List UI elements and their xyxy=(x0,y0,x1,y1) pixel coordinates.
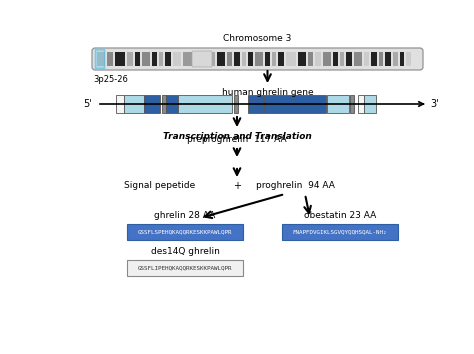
Text: FNAPFDVGIKLSGVQYQQHSQAL-NH₂: FNAPFDVGIKLSGVQYQQHSQAL-NH₂ xyxy=(293,229,387,234)
Bar xyxy=(379,52,383,66)
Bar xyxy=(166,95,178,113)
Bar xyxy=(364,52,369,66)
Bar xyxy=(234,95,238,113)
Text: obestatin 23 AA: obestatin 23 AA xyxy=(304,211,376,220)
FancyBboxPatch shape xyxy=(92,48,423,70)
Bar xyxy=(159,52,163,66)
Text: Signal pepetide: Signal pepetide xyxy=(124,182,196,190)
Bar xyxy=(115,52,125,66)
Bar xyxy=(354,52,362,66)
Bar xyxy=(364,95,376,113)
Text: +: + xyxy=(233,181,241,191)
Bar xyxy=(162,95,166,113)
Bar xyxy=(127,52,133,66)
Bar xyxy=(183,52,195,66)
Text: 3': 3' xyxy=(430,99,438,109)
Bar xyxy=(135,52,140,66)
Text: 5': 5' xyxy=(83,99,92,109)
Bar xyxy=(298,52,306,66)
Bar xyxy=(127,260,243,276)
Bar xyxy=(178,95,232,113)
Bar xyxy=(234,52,240,66)
Bar xyxy=(242,52,246,66)
Bar xyxy=(248,52,253,66)
Bar xyxy=(152,52,157,66)
Bar xyxy=(116,95,124,113)
Text: GSSFLSPEHQKAQQRKESKKPAWLQPR: GSSFLSPEHQKAQQRKESKKPAWLQPR xyxy=(138,229,232,234)
Bar xyxy=(323,52,331,66)
Bar xyxy=(144,95,160,113)
Bar xyxy=(142,52,150,66)
Bar xyxy=(286,52,296,66)
Text: des14Q ghrelin: des14Q ghrelin xyxy=(151,247,219,256)
Bar xyxy=(124,95,144,113)
Bar xyxy=(265,52,270,66)
Bar xyxy=(107,52,113,66)
Bar xyxy=(282,224,398,240)
Bar xyxy=(217,52,225,66)
Bar xyxy=(264,95,326,113)
Text: ghrelin 28 AA: ghrelin 28 AA xyxy=(155,211,216,220)
Bar xyxy=(358,95,364,113)
Bar xyxy=(406,52,411,66)
Bar xyxy=(173,52,181,66)
Bar xyxy=(308,52,313,66)
Bar xyxy=(400,52,404,66)
Bar xyxy=(227,52,232,66)
Bar xyxy=(393,52,398,66)
FancyBboxPatch shape xyxy=(192,51,212,67)
Bar xyxy=(97,52,105,66)
Bar xyxy=(371,52,377,66)
Bar xyxy=(350,95,354,113)
Bar xyxy=(209,52,215,66)
Text: proghrelin  94 AA: proghrelin 94 AA xyxy=(255,182,335,190)
Text: Chromosome 3: Chromosome 3 xyxy=(223,34,292,43)
Bar xyxy=(385,52,391,66)
FancyBboxPatch shape xyxy=(95,50,104,69)
Text: 3p25-26: 3p25-26 xyxy=(93,75,128,84)
Bar xyxy=(272,52,276,66)
Bar xyxy=(346,52,352,66)
Bar xyxy=(340,52,344,66)
Text: Transcription and Translation: Transcription and Translation xyxy=(163,132,311,141)
Bar xyxy=(278,52,284,66)
Text: preproghrelin  117 AA: preproghrelin 117 AA xyxy=(187,135,287,144)
Bar xyxy=(255,52,263,66)
Text: human ghrelin gene: human ghrelin gene xyxy=(222,88,313,97)
Bar xyxy=(127,224,243,240)
Bar xyxy=(248,95,264,113)
Bar xyxy=(197,52,207,66)
Bar xyxy=(165,52,171,66)
Text: GSSFLIPEHQKAQQRKESKKPAWLQPR: GSSFLIPEHQKAQQRKESKKPAWLQPR xyxy=(138,266,232,270)
Bar xyxy=(333,52,338,66)
Bar xyxy=(327,95,349,113)
Bar xyxy=(315,52,321,66)
